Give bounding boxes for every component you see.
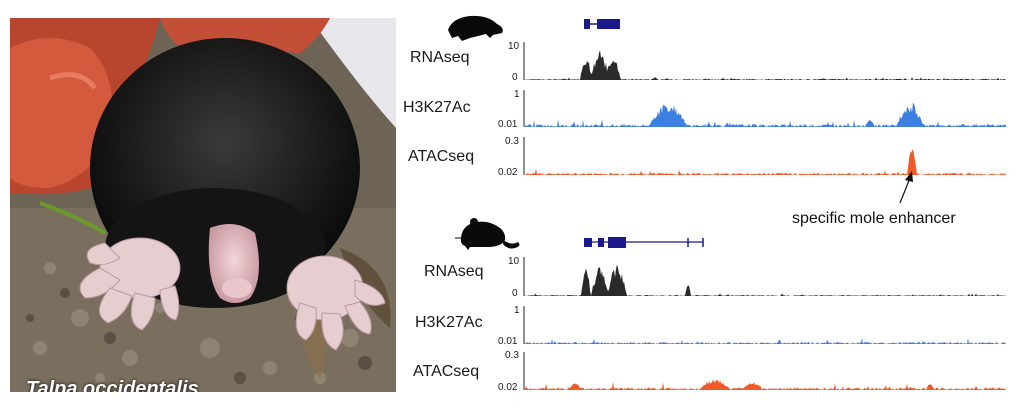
- mouse-rnaseq-label: RNAseq: [424, 263, 484, 280]
- mouse-h3k27ac-label: H3K27Ac: [415, 314, 483, 331]
- mole-rnaseq-signal: [525, 50, 1006, 80]
- mouse-gene-model: [584, 237, 704, 248]
- mole-silhouette-icon: [448, 15, 503, 41]
- mouse-rnaseq-ymax: 10: [508, 256, 520, 267]
- mole-atacseq-ymin: 0.02: [498, 167, 518, 178]
- mole-rnaseq-ymax: 10: [508, 41, 520, 52]
- mouse-silhouette-icon: [455, 218, 520, 250]
- mole-rnaseq-label: RNAseq: [410, 49, 470, 66]
- mole-h3k27ac-ymax: 1: [514, 89, 520, 100]
- mouse-rnaseq-ymin: 0: [512, 288, 518, 299]
- enhancer-annotation: specific mole enhancer: [792, 210, 956, 227]
- mouse-atacseq-ymin: 0.02: [498, 382, 518, 393]
- mouse-h3k27ac-ymin: 0.01: [498, 336, 518, 347]
- photo-caption: Talpa occidentalis: [26, 378, 199, 392]
- enhancer-arrow: [899, 171, 913, 204]
- mouse-h3k27ac-ymax: 1: [514, 305, 520, 316]
- mouse-rnaseq-signal: [525, 264, 1006, 296]
- mole-atacseq-signal: [525, 148, 1006, 175]
- mole-h3k27ac-label: H3K27Ac: [403, 99, 471, 116]
- mouse-atacseq-ymax: 0.3: [505, 350, 519, 361]
- mouse-atacseq-signal: [525, 379, 1006, 390]
- mouse-h3k27ac-signal: [525, 337, 1006, 344]
- mole-atacseq-label: ATACseq: [408, 148, 474, 165]
- mole-atacseq-ymax: 0.3: [505, 136, 519, 147]
- mouse-atacseq-label: ATACseq: [413, 363, 479, 380]
- mole-h3k27ac-ymin: 0.01: [498, 119, 518, 130]
- mole-gene-model: [584, 19, 620, 29]
- mole-h3k27ac-signal: [525, 102, 1006, 127]
- mole-photo: Talpa occidentalis: [10, 18, 396, 392]
- mole-rnaseq-ymin: 0: [512, 72, 518, 83]
